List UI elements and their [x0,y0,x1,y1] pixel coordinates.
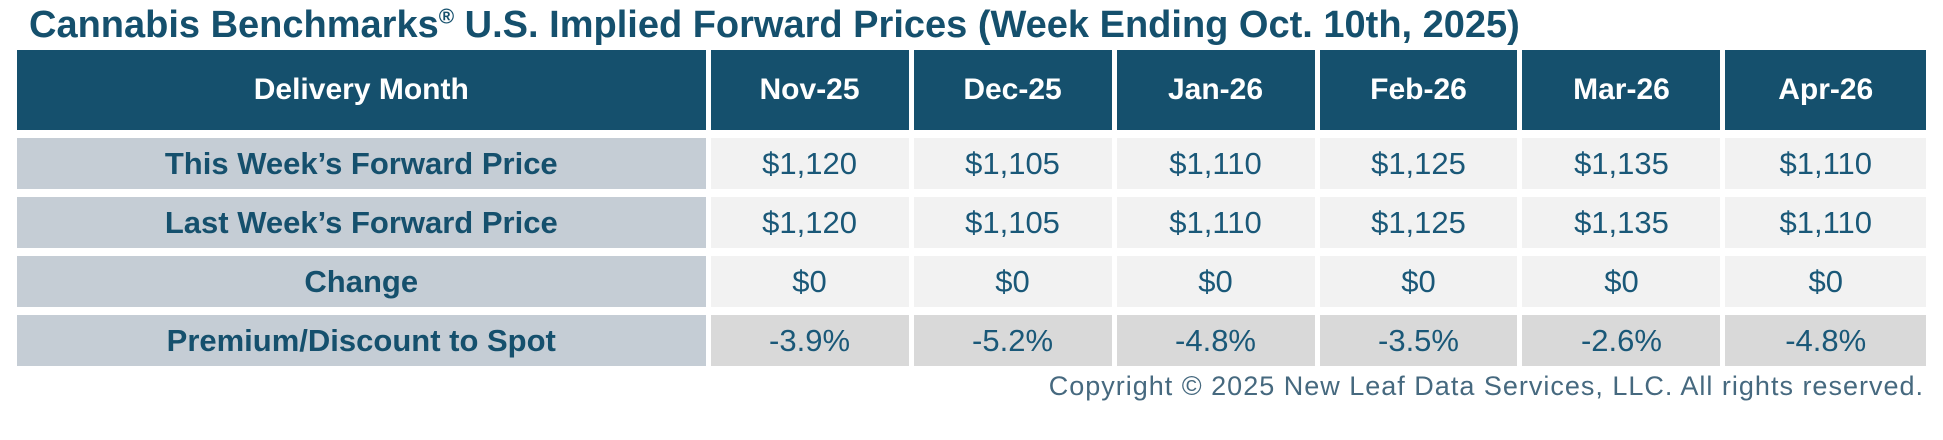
cell-last-week-mar-26: $1,135 [1519,189,1726,252]
cell-last-week-apr-26: $1,110 [1722,189,1926,252]
copyright-notice: Copyright © 2025 New Leaf Data Services,… [1048,371,1924,401]
table-row-change: Change $0 $0 $0 $0 $0 $0 [17,248,1926,311]
row-label-change: Change [17,248,711,311]
cell-premium-mar-26: -2.6% [1519,307,1726,366]
cell-change-dec-25: $0 [911,248,1117,311]
column-header-mar-26: Mar-26 [1519,50,1726,134]
cell-last-week-dec-25: $1,105 [911,189,1117,252]
cell-last-week-nov-25: $1,120 [708,189,914,252]
table-row-premium-discount: Premium/Discount to Spot -3.9% -5.2% -4.… [17,307,1926,366]
column-header-delivery-month: Delivery Month [17,50,711,134]
cell-premium-dec-25: -5.2% [911,307,1117,366]
cell-premium-feb-26: -3.5% [1317,307,1523,366]
row-label-last-week: Last Week’s Forward Price [17,189,711,252]
forward-prices-table: Delivery Month Nov-25 Dec-25 Jan-26 Feb-… [17,50,1926,366]
cell-this-week-apr-26: $1,110 [1722,130,1926,193]
cell-this-week-dec-25: $1,105 [911,130,1117,193]
registered-trademark-symbol: ® [438,5,455,29]
cell-change-apr-26: $0 [1722,248,1926,311]
table-header-row: Delivery Month Nov-25 Dec-25 Jan-26 Feb-… [17,50,1926,134]
cell-premium-apr-26: -4.8% [1722,307,1926,366]
column-header-dec-25: Dec-25 [911,50,1117,134]
page-title: Cannabis Benchmarks® U.S. Implied Forwar… [29,4,1926,47]
column-header-feb-26: Feb-26 [1317,50,1523,134]
cell-last-week-feb-26: $1,125 [1317,189,1523,252]
cell-this-week-mar-26: $1,135 [1519,130,1726,193]
cell-premium-nov-25: -3.9% [708,307,914,366]
title-suffix: U.S. Implied Forward Prices (Week Ending… [454,4,1520,46]
table-row-last-week: Last Week’s Forward Price $1,120 $1,105 … [17,189,1926,252]
cell-premium-jan-26: -4.8% [1114,307,1320,366]
column-header-apr-26: Apr-26 [1722,50,1926,134]
table-row-this-week: This Week’s Forward Price $1,120 $1,105 … [17,130,1926,193]
column-header-jan-26: Jan-26 [1114,50,1320,134]
cell-change-nov-25: $0 [708,248,914,311]
cell-this-week-nov-25: $1,120 [708,130,914,193]
cell-change-feb-26: $0 [1317,248,1523,311]
cell-last-week-jan-26: $1,110 [1114,189,1320,252]
cell-this-week-feb-26: $1,125 [1317,130,1523,193]
row-label-this-week: This Week’s Forward Price [17,130,711,193]
cell-this-week-jan-26: $1,110 [1114,130,1320,193]
row-label-premium-discount: Premium/Discount to Spot [17,307,711,366]
column-header-nov-25: Nov-25 [708,50,914,134]
cell-change-jan-26: $0 [1114,248,1320,311]
cell-change-mar-26: $0 [1519,248,1726,311]
title-prefix: Cannabis Benchmarks [29,4,439,46]
